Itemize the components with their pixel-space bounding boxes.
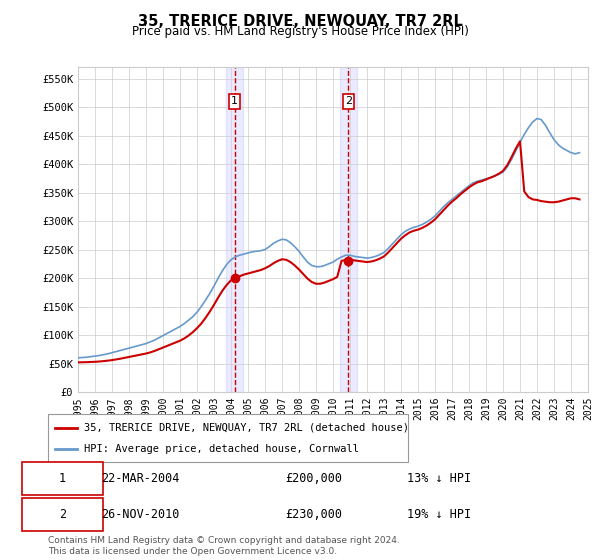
Text: Price paid vs. HM Land Registry's House Price Index (HPI): Price paid vs. HM Land Registry's House … [131,25,469,38]
Text: £200,000: £200,000 [286,472,343,485]
Bar [226,67,243,392]
Text: 13% ↓ HPI: 13% ↓ HPI [407,472,471,485]
Text: 35, TRERICE DRIVE, NEWQUAY, TR7 2RL (detached house): 35, TRERICE DRIVE, NEWQUAY, TR7 2RL (det… [84,423,409,433]
FancyBboxPatch shape [22,462,103,495]
Text: HPI: Average price, detached house, Cornwall: HPI: Average price, detached house, Corn… [84,444,359,454]
Text: 2: 2 [345,96,352,106]
FancyBboxPatch shape [22,498,103,531]
Text: Contains HM Land Registry data © Crown copyright and database right 2024.
This d: Contains HM Land Registry data © Crown c… [48,536,400,556]
Text: 2: 2 [59,508,66,521]
Text: 19% ↓ HPI: 19% ↓ HPI [407,508,471,521]
Text: 35, TRERICE DRIVE, NEWQUAY, TR7 2RL: 35, TRERICE DRIVE, NEWQUAY, TR7 2RL [137,14,463,29]
Text: 1: 1 [231,96,238,106]
Bar [340,67,357,392]
Text: 22-MAR-2004: 22-MAR-2004 [101,472,179,485]
Text: £230,000: £230,000 [286,508,343,521]
FancyBboxPatch shape [48,414,408,462]
Text: 1: 1 [59,472,66,485]
Text: 26-NOV-2010: 26-NOV-2010 [101,508,179,521]
